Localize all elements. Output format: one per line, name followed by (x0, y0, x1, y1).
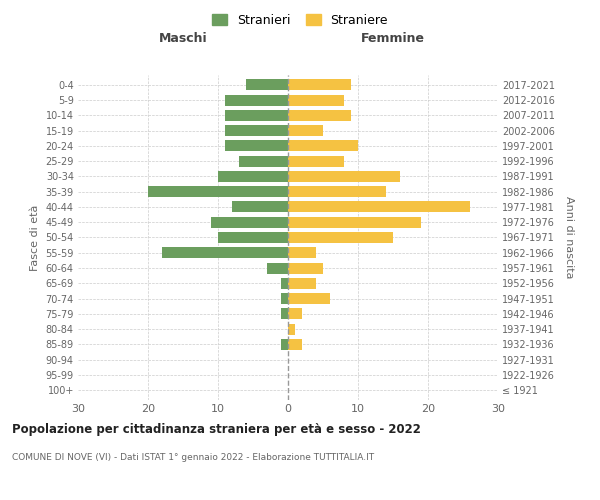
Bar (239, 156, 288, 166)
Bar (288, 186, 386, 197)
Bar (288, 248, 316, 258)
Bar (288, 125, 323, 136)
Bar (225, 94, 288, 106)
Bar (225, 125, 288, 136)
Bar (225, 110, 288, 121)
Bar (267, 262, 288, 274)
Bar (288, 140, 358, 151)
Text: COMUNE DI NOVE (VI) - Dati ISTAT 1° gennaio 2022 - Elaborazione TUTTITALIA.IT: COMUNE DI NOVE (VI) - Dati ISTAT 1° genn… (12, 452, 374, 462)
Text: Maschi: Maschi (158, 32, 208, 45)
Bar (288, 171, 400, 182)
Bar (218, 171, 288, 182)
Bar (281, 339, 288, 350)
Bar (288, 216, 421, 228)
Bar (246, 80, 288, 90)
Bar (288, 156, 344, 166)
Bar (288, 232, 393, 243)
Bar (281, 308, 288, 320)
Bar (148, 186, 288, 197)
Bar (288, 262, 323, 274)
Bar (288, 94, 344, 106)
Legend: Stranieri, Straniere: Stranieri, Straniere (212, 14, 388, 26)
Y-axis label: Fasce di età: Fasce di età (30, 204, 40, 270)
Bar (288, 110, 351, 121)
Bar (281, 293, 288, 304)
Bar (288, 278, 316, 289)
Bar (211, 216, 288, 228)
Bar (288, 308, 302, 320)
Bar (225, 140, 288, 151)
Bar (288, 202, 470, 212)
Y-axis label: Anni di nascita: Anni di nascita (563, 196, 574, 279)
Text: Popolazione per cittadinanza straniera per età e sesso - 2022: Popolazione per cittadinanza straniera p… (12, 422, 421, 436)
Bar (288, 324, 295, 334)
Text: Femmine: Femmine (361, 32, 425, 45)
Bar (232, 202, 288, 212)
Bar (288, 293, 330, 304)
Bar (218, 232, 288, 243)
Bar (162, 248, 288, 258)
Bar (288, 339, 302, 350)
Bar (281, 278, 288, 289)
Bar (288, 80, 351, 90)
